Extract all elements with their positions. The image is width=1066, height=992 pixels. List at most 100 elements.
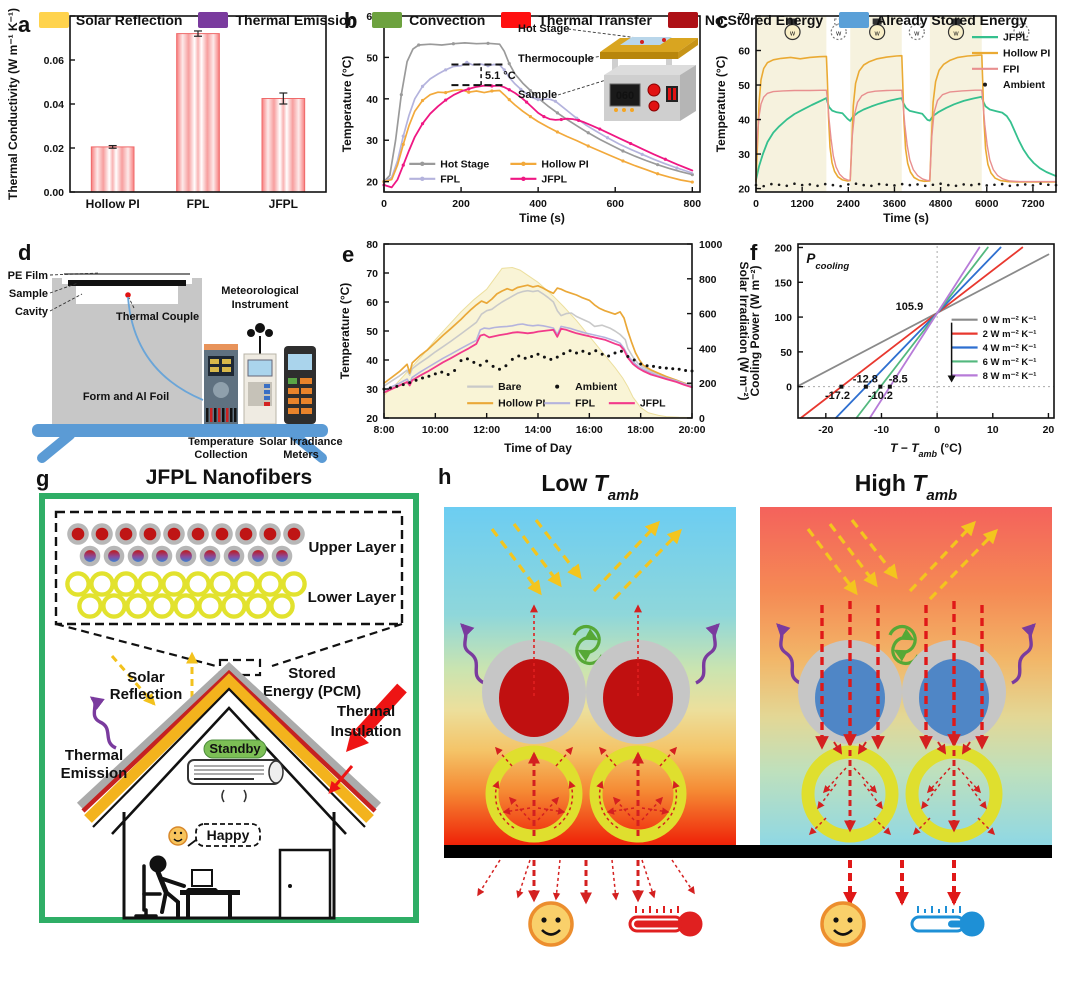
table-legs (37, 430, 327, 463)
y-tick-label: 0.04 (44, 99, 65, 111)
legend-item: Already Stored Energy (839, 12, 1027, 28)
thermal-emission-label-1: Thermal (65, 747, 123, 764)
svg-text:w: w (913, 31, 920, 38)
happy-face-icon (528, 901, 574, 947)
series-Bare (383, 289, 693, 387)
jfpl-house-diagram: JFPL Nanofibers Upper Layer Lower Layer … (39, 466, 419, 923)
standby-badge (203, 739, 267, 759)
temp-collection-label-1: Temperature (188, 436, 254, 448)
sample-strip (68, 280, 186, 286)
legend-entry-label: FPL (440, 173, 460, 185)
cold-thermometer-icon (910, 904, 985, 937)
y-tick-label: 50 (366, 326, 378, 338)
x-tick-label: 800 (684, 198, 702, 210)
thermal-insulation-label-2: Insulation (331, 723, 402, 740)
x-tick-label: 14:00 (525, 424, 552, 436)
standby-label: Standby (209, 741, 261, 756)
legend-item: Convection (372, 12, 485, 28)
series-0 W m⁻² K⁻¹ (797, 253, 1050, 388)
device-red-button (647, 83, 661, 97)
person-at-desk-icon (134, 855, 186, 918)
annotation-text: 105.9 (896, 301, 924, 313)
bulb-on-icon: w (947, 18, 965, 41)
x-tick-label: 3600 (883, 198, 907, 210)
leader-lines (49, 272, 135, 312)
bulb-off-icon: w (830, 18, 847, 41)
solar-meters-label-1: Solar Irradiance (259, 436, 342, 448)
heat-release-arrows-left (477, 859, 695, 905)
inset-hot-stage-label: Hot Stage (518, 23, 569, 35)
x-tick-label: -20 (818, 424, 833, 436)
legend-label: Solar Reflection (75, 12, 183, 28)
panel-letter-g: g (36, 466, 50, 491)
annotation-text: -8.5 (889, 374, 908, 386)
x-tick-label: 400 (529, 198, 547, 210)
hot-stage-inset-diagram: Hot Stage Thermocouple Sample 060 (518, 23, 698, 121)
y-tick-label: 40 (738, 115, 750, 127)
y-axis-label: Cooling Power (W m⁻²) (748, 266, 762, 397)
x-tick-label: 200 (452, 198, 470, 210)
y-tick-label: 20 (366, 177, 378, 189)
y-tick-label: 80 (366, 239, 378, 251)
stored-energy-label-1: Stored (288, 665, 336, 682)
device-display-value: 060 (616, 90, 634, 102)
y2-tick-label: 0 (699, 413, 705, 425)
y-tick-label: 0.00 (44, 187, 65, 199)
x-tick-label: 16:00 (576, 424, 603, 436)
x-category-label: JFPL (269, 197, 298, 211)
y-tick-label: 0.02 (44, 143, 65, 155)
series-2 W m⁻² K⁻¹ (799, 246, 1024, 419)
plot-frame (755, 15, 1057, 193)
y2-tick-label: 800 (699, 274, 717, 286)
door (278, 848, 332, 920)
x-tick-label: 8:00 (373, 424, 394, 436)
solar-irradiance-meter-device (284, 346, 316, 424)
legend-entry-label: JFPL (541, 173, 567, 185)
bulb-on-icon: w (869, 18, 886, 41)
legend-label: Thermal Transfer (538, 12, 652, 28)
solar-reflection-label-1: Solar (127, 669, 165, 686)
anemometer-icon (247, 329, 255, 337)
thermal-insulation-label-1: Thermal (337, 703, 395, 720)
bulb-on-icon: w (784, 18, 801, 41)
thermal-couple-label: Thermal Couple (116, 311, 199, 323)
series-FPL (383, 61, 694, 183)
series-Ambient (754, 182, 1058, 188)
series-JFPL (383, 84, 694, 189)
outdoor-setup-diagram: PE Film Sample Cavity Thermal Couple For… (8, 270, 343, 463)
x-tick-label: 1200 (790, 198, 814, 210)
series-JFPL (755, 95, 1057, 181)
x-category-label: Hollow PI (86, 197, 140, 211)
high-tamb-title: High Tamb (855, 470, 957, 504)
y-tick-label: 150 (774, 277, 792, 289)
y-axis-label: Temperature (°C) (340, 56, 354, 153)
inset-thermocouple-label: Thermocouple (518, 53, 594, 65)
device-display (609, 83, 641, 107)
temperature-collector-device (204, 344, 238, 424)
y-tick-label: 0.06 (44, 55, 65, 67)
legend-item: Solar Reflection (38, 12, 183, 28)
layered-roof (76, 661, 382, 835)
annotation-text: -12.8 (853, 374, 878, 386)
legend-entry-label: Ambient (1003, 79, 1046, 91)
legend-entry-label: 8 W m⁻² K⁻¹ (983, 371, 1037, 382)
legend-item: Thermal Emission (198, 12, 356, 28)
happy-face-icon (820, 901, 866, 947)
panel-letter-d: d (18, 240, 32, 265)
legend-entry-label: 2 W m⁻² K⁻¹ (983, 329, 1037, 340)
y2-tick-label: 400 (699, 343, 717, 355)
y-tick-label: 50 (366, 52, 378, 64)
plot-frame (383, 15, 701, 193)
plot-frame (797, 243, 1055, 419)
stored-energy-label-2: Energy (PCM) (263, 683, 361, 700)
x-tick-label: 600 (606, 198, 624, 210)
legend-label: Convection (409, 12, 486, 28)
temp-collection-label-2: Collection (194, 449, 247, 461)
y-tick-label: 70 (366, 268, 378, 280)
chart-light-cycling-temperature: 0 1200 2400 3600 4800 6000 7200 20 30 40 50 60 70 Tim… (714, 11, 1058, 225)
y-tick-label: 50 (780, 347, 792, 359)
legend-entry-label: Hollow PI (541, 158, 588, 170)
legend-entry-label: Hollow PI (1003, 47, 1050, 59)
y-tick-label: 70 (738, 11, 750, 23)
series-Hollow PI (383, 284, 693, 387)
